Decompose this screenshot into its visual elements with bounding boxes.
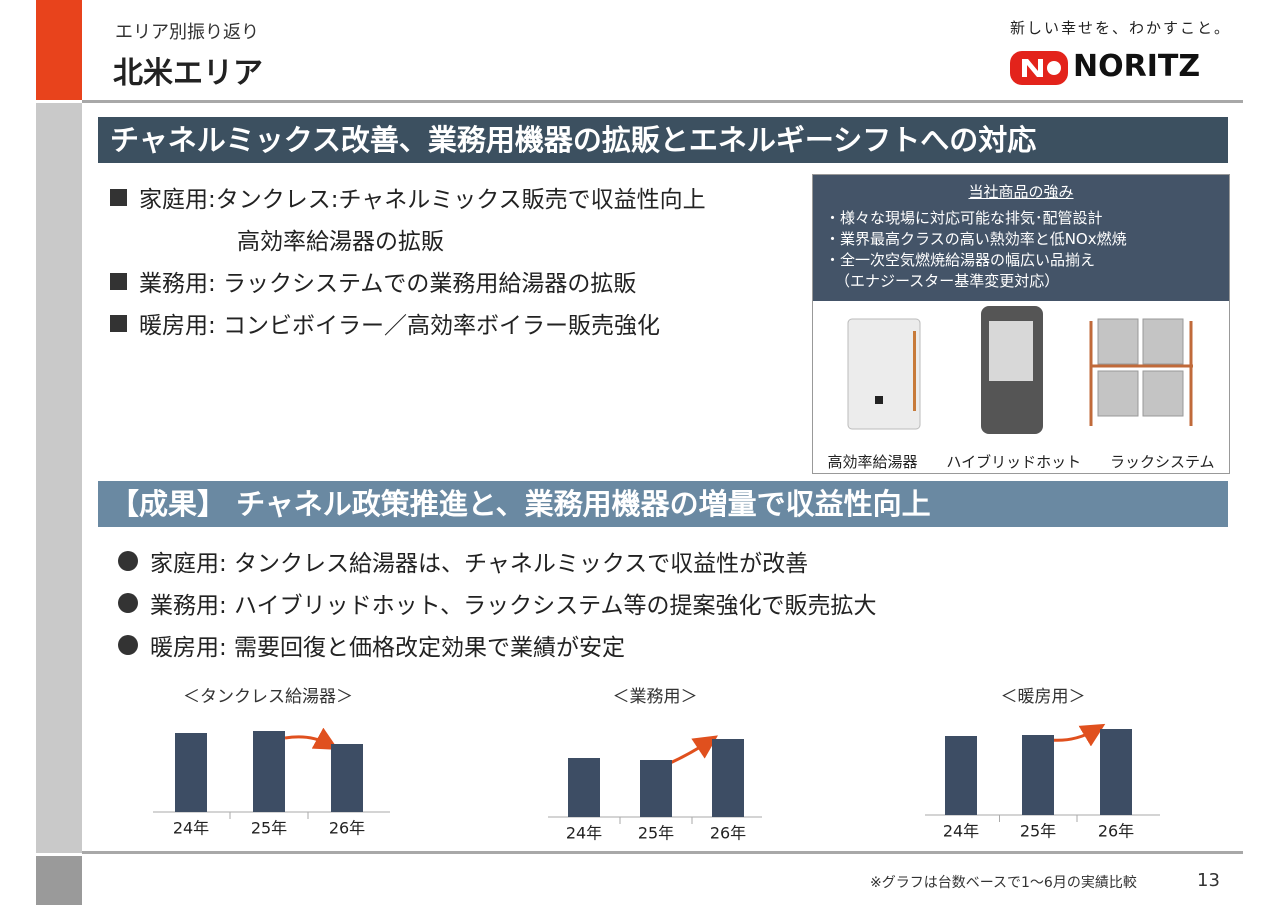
bar <box>175 733 207 812</box>
bar <box>253 731 285 812</box>
product-label: ラックシステム <box>1109 453 1215 471</box>
x-tick-label: 25年 <box>638 824 674 843</box>
x-tick-label: 26年 <box>329 819 365 838</box>
page-number: 13 <box>1197 870 1220 891</box>
bar <box>640 760 672 817</box>
bar <box>1100 729 1132 815</box>
bar <box>1022 735 1054 815</box>
bullet-dot <box>118 551 138 571</box>
product-box: 当社商品の強み ・様々な現場に対応可能な排気･配管設計・業界最高クラスの高い熱効… <box>812 174 1230 474</box>
bullet-square <box>110 314 127 332</box>
initiative-text: 業務用: ラックシステムでの業務用給湯器の拡販 <box>139 271 637 297</box>
rule <box>82 851 1243 854</box>
x-tick-label: 26年 <box>1098 822 1134 841</box>
x-tick-label: 25年 <box>251 819 287 838</box>
product-point: （エナジースター基準変更対応） <box>835 272 1060 290</box>
result: 業務用: ハイブリッドホット、ラックシステム等の提案強化で販売拡大 <box>118 582 876 624</box>
product-title: 当社商品の強み <box>968 183 1074 201</box>
product-point: ・全一次空気燃焼給湯器の幅広い品揃え <box>825 251 1096 269</box>
bar <box>945 736 977 815</box>
bullet-square <box>110 188 127 206</box>
result-text: 暖房用: 需要回復と価格改定効果で業績が安定 <box>150 635 626 661</box>
accent-block <box>36 0 82 100</box>
x-tick-label: 24年 <box>566 824 602 843</box>
tagline: 新しい幸せを、わかすこと。 <box>1010 19 1232 37</box>
result-text: 業務用: ハイブリッドホット、ラックシステム等の提案強化で販売拡大 <box>150 593 877 619</box>
initiative-text: 高効率給湯器の拡販 <box>237 229 444 255</box>
title: 北米エリア <box>113 56 263 91</box>
bullet-square <box>110 272 127 290</box>
product-label: 高効率給湯器 <box>827 453 918 471</box>
bullet-dot <box>118 593 138 613</box>
product-label: ハイブリッドホット <box>946 453 1082 471</box>
product-labels: 高効率給湯器 ハイブリッドホット ラックシステム <box>813 451 1229 472</box>
initiative: 家庭用:タンクレス:チャネルミックス販売で収益性向上 <box>110 176 706 218</box>
initiative-list: 家庭用:タンクレス:チャネルミックス販売で収益性向上高効率給湯器の拡販業務用: … <box>110 176 706 344</box>
chart-title: ＜業務用＞ <box>613 687 698 707</box>
banner: チャネルミックス改善、業務用機器の拡販とエネルギーシフトへの対応 <box>98 117 1228 163</box>
rule <box>82 100 1243 103</box>
trend-arrow <box>284 727 339 750</box>
x-tick-label: 24年 <box>173 819 209 838</box>
chart-title: ＜タンクレス給湯器＞ <box>183 687 353 707</box>
bar <box>712 739 744 817</box>
result: 家庭用: タンクレス給湯器は、チャネルミックスで収益性が改善 <box>118 540 876 582</box>
x-tick-label: 25年 <box>1020 822 1056 841</box>
product-header: 当社商品の強み ・様々な現場に対応可能な排気･配管設計・業界最高クラスの高い熱効… <box>813 175 1229 301</box>
logo-mark <box>1010 51 1068 85</box>
product-points: ・様々な現場に対応可能な排気･配管設計・業界最高クラスの高い熱効率と低NOx燃焼… <box>825 208 1217 292</box>
initiative-text: 家庭用:タンクレス:チャネルミックス販売で収益性向上 <box>139 187 706 213</box>
result: 暖房用: 需要回復と価格改定効果で業績が安定 <box>118 624 876 666</box>
side-bar <box>36 103 82 853</box>
initiative: 高効率給湯器の拡販 <box>110 218 706 260</box>
chart-title: ＜暖房用＞ <box>1001 687 1086 707</box>
charts: ＜タンクレス給湯器＞ 24年 25年 26年 ＜業務用＞ 24年 25年 26年 ＜暖房用＞ 24… <box>153 687 1160 843</box>
banner: 【成果】 チャネル政策推進と、業務用機器の増量で収益性向上 <box>98 481 1228 527</box>
trend-arrow <box>1049 723 1106 747</box>
subtitle: エリア別振り返り <box>115 22 259 43</box>
result-text: 家庭用: タンクレス給湯器は、チャネルミックスで収益性が改善 <box>150 551 809 577</box>
bar <box>331 744 363 812</box>
trend-arrow <box>667 735 718 766</box>
initiative: 業務用: ラックシステムでの業務用給湯器の拡販 <box>110 260 706 302</box>
product-point: ・業界最高クラスの高い熱効率と低NOx燃焼 <box>825 230 1127 248</box>
x-tick-label: 24年 <box>943 822 979 841</box>
product-images <box>847 306 1193 434</box>
footnote: ※グラフは台数ベースで1～6月の実績比較 <box>870 875 1137 891</box>
product-point: ・様々な現場に対応可能な排気･配管設計 <box>825 209 1103 227</box>
result-list: 家庭用: タンクレス給湯器は、チャネルミックスで収益性が改善業務用: ハイブリッ… <box>118 540 876 666</box>
bar <box>568 758 600 817</box>
x-tick-label: 26年 <box>710 824 746 843</box>
initiative: 暖房用: コンビボイラー／高効率ボイラー販売強化 <box>110 302 706 344</box>
initiative-text: 暖房用: コンビボイラー／高効率ボイラー販売強化 <box>139 313 661 339</box>
logo-text: NORITZ <box>1073 49 1201 84</box>
bullet-dot <box>118 635 138 655</box>
side-bar-foot <box>36 856 82 905</box>
